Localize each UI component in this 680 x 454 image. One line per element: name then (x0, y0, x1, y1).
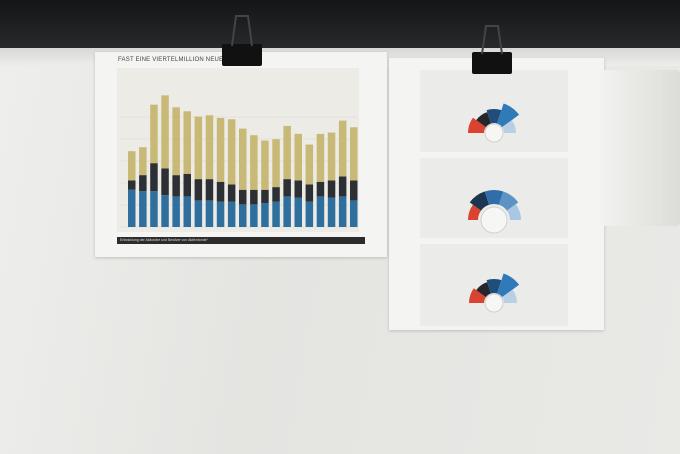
bar-segment (327, 197, 336, 227)
semicircle-segment (484, 190, 504, 205)
bar-segment (350, 200, 358, 227)
bar-segment (183, 111, 191, 174)
bar-segment (250, 135, 258, 190)
bar-segment (216, 181, 225, 202)
semicircle-segment (486, 109, 502, 124)
bar-segment (128, 189, 136, 227)
bar-segment (305, 144, 314, 185)
dark-wall (0, 0, 680, 52)
bar-segment (305, 184, 314, 202)
bar-segment (161, 168, 169, 196)
bar-segment (227, 184, 236, 202)
bar-segment (205, 115, 214, 180)
bar-segment (194, 179, 203, 201)
bar-segment (327, 132, 336, 181)
bar-segment (227, 119, 236, 185)
bar-segment (128, 180, 136, 190)
binder-clip (472, 52, 512, 74)
bar-segment (283, 196, 291, 227)
bar-segment (261, 140, 269, 190)
bar-segment (139, 191, 147, 227)
center-circle (484, 123, 504, 143)
bar-segment (139, 175, 147, 192)
bar-segment (194, 116, 203, 180)
bar-segment (239, 189, 247, 205)
bar-segment (183, 173, 191, 197)
semicircle-segment (476, 112, 491, 128)
bar-segment (172, 175, 180, 197)
bar-segment (316, 133, 325, 182)
bar-segment (283, 125, 291, 180)
bar-segment (128, 151, 136, 181)
bar-segment (338, 176, 347, 197)
bar-segment (183, 196, 191, 227)
bar-segment (194, 200, 203, 227)
bar-segment (350, 127, 358, 181)
semicircle-segment (497, 103, 520, 128)
bar-segment (216, 117, 225, 182)
bar-segment (261, 189, 269, 204)
semicircle-segment (469, 191, 490, 211)
bar-segment (305, 201, 314, 227)
bar-segment (272, 187, 280, 202)
bar-segment (250, 204, 258, 227)
semicircle-segment (497, 273, 520, 298)
bar-segment (272, 139, 280, 188)
bar-segment (150, 191, 158, 227)
bar-segment (227, 201, 236, 227)
bar-segment (272, 201, 280, 227)
bar-segment (250, 189, 258, 205)
binder-clip (222, 44, 262, 66)
poster-title: FAST EINE VIERTELMILLION NEUE AKTIE (118, 57, 244, 63)
semicircle-segment (506, 204, 521, 220)
bar-segment (294, 133, 302, 181)
semicircle-segment (486, 278, 502, 294)
bar-segment (239, 128, 247, 190)
semicircle-segment (502, 120, 516, 133)
bar-segment (294, 180, 302, 198)
bar-segment (161, 195, 169, 227)
poster-footer: Entwicklung der Aktionäre und Besitzer v… (117, 237, 365, 244)
bar-segment (294, 197, 302, 227)
bar-segment (150, 104, 158, 164)
bar-segment (338, 120, 347, 177)
bar-segment (350, 180, 358, 201)
bar-segment (316, 196, 325, 227)
semicircle-segment (468, 204, 482, 220)
bar-segment (161, 95, 169, 169)
bar-segment (338, 196, 347, 227)
bar-segment (205, 200, 214, 227)
center-circle (484, 293, 504, 313)
bar-segment (261, 203, 269, 227)
semicircle-segment (476, 282, 491, 298)
bar-segment (216, 201, 225, 227)
semicircle-segment (502, 289, 517, 303)
center-circle (480, 206, 508, 234)
paper-roll (600, 70, 680, 226)
bar-segment (283, 179, 291, 197)
bar-segment (150, 163, 158, 192)
semicircle-segment (469, 288, 486, 303)
bar-segment (205, 179, 214, 201)
bar-segment (239, 204, 247, 227)
bar-segment (327, 180, 336, 198)
bar-segment (172, 196, 180, 227)
semicircle-segment (498, 191, 519, 211)
bar-segment (172, 107, 180, 176)
semicircle-segment (468, 117, 486, 133)
bar-segment (139, 147, 147, 176)
bar-segment (316, 181, 325, 197)
